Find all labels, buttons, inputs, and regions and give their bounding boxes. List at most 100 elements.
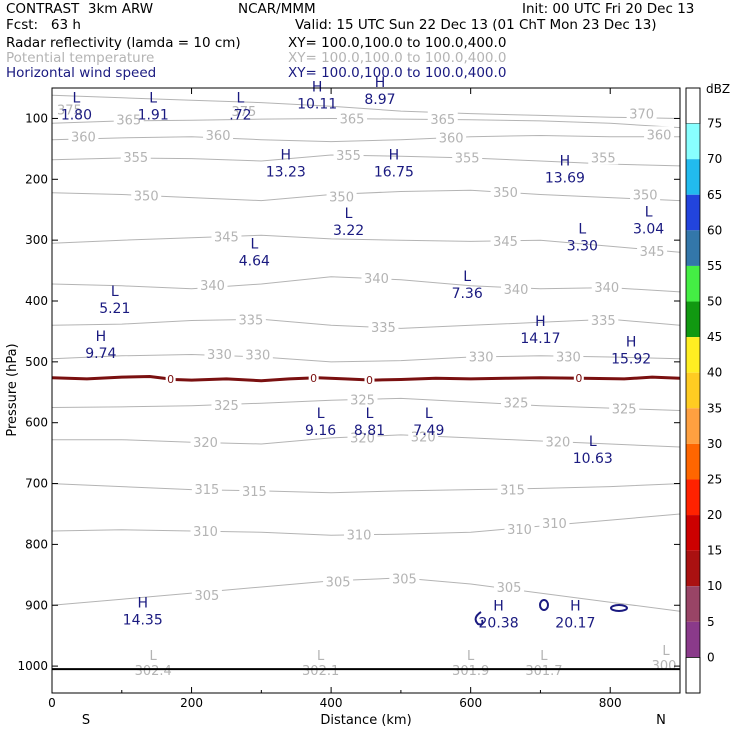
theta-contour-label: 365 (340, 112, 365, 127)
colorbar-swatch (686, 230, 700, 266)
theta-label-bg (626, 105, 657, 121)
theta-label-bg (501, 394, 532, 410)
theta-contour-line (52, 94, 680, 119)
y-tick-label: 800 (25, 537, 48, 551)
theta-extremum-symbol: L (540, 649, 548, 664)
theta-contour-label: 350 (134, 190, 159, 205)
theta-contour-label: 330 (469, 350, 494, 365)
theta-contour-label: 310 (507, 523, 532, 538)
colorbar-level-label: 20 (707, 508, 722, 522)
theta-contour-label: 320 (350, 431, 375, 446)
colorbar-swatch (685, 657, 701, 694)
colorbar-swatch (686, 550, 700, 587)
wind-extremum-value: 15.92 (611, 351, 651, 367)
wind-extremum-value: 3.22 (333, 223, 364, 239)
theta-contour-label: 315 (242, 485, 267, 500)
wind-extremum-value: 9.16 (305, 423, 336, 439)
theta-contour-label: 305 (497, 581, 522, 596)
field1-name: Radar reflectivity (lamda = 10 cm) (6, 35, 241, 51)
theta-contour-label: 370 (629, 108, 654, 123)
reflectivity-contour-label: 0 (167, 373, 174, 386)
theta-contour-label: 340 (504, 283, 529, 298)
y-tick-label: 600 (25, 416, 48, 430)
wind-extremum-value: 14.17 (520, 331, 560, 347)
header-left-line1: CONTRAST 3km ARW (6, 1, 154, 17)
theta-contour-line (52, 234, 680, 253)
theta-label-bg (630, 186, 661, 202)
wind-extremum-symbol: L (250, 236, 258, 252)
wind-extrema: L1.80L1.91L.72H10.11H8.97H13.23H16.75H13… (61, 75, 664, 631)
wind-extremum-value: 16.75 (374, 164, 414, 180)
wind-extremum-symbol: H (96, 329, 107, 345)
y-tick-label: 100 (25, 111, 48, 125)
theta-label-bg (344, 526, 375, 542)
wind-extremum-symbol: H (570, 598, 581, 614)
theta-label-bg (427, 111, 458, 127)
theta-label-bg (235, 311, 266, 327)
theta-extremum-value: 301.9 (452, 664, 489, 679)
wind-extremum-symbol: L (345, 206, 353, 222)
theta-label-bg (490, 184, 521, 200)
reflectivity-contour: 0 0 0 0 (51, 371, 681, 387)
theta-contour-label: 325 (504, 397, 529, 412)
theta-extremum-value: 302.4 (135, 664, 172, 679)
theta-label-bg (539, 515, 570, 531)
colorbar-level-label: 35 (707, 401, 722, 415)
theta-label-bg (190, 434, 221, 450)
colorbar-swatch (686, 443, 700, 480)
header-left-line2: Fcst: 63 h (6, 17, 81, 33)
theta-contour-label: 310 (347, 529, 372, 544)
wind-extremum-symbol: L (111, 284, 119, 300)
colorbar-unit: dBZ (706, 82, 730, 96)
y-axis-label: Pressure (hPa) (5, 343, 20, 436)
wind-extremum-symbol: H (493, 598, 504, 614)
theta-contour-label: 375 (57, 103, 82, 118)
theta-label-bg (361, 269, 392, 285)
theta-contour-line (52, 154, 680, 167)
reflectivity-label-bg (165, 373, 176, 386)
theta-label-bg (644, 126, 675, 142)
reflectivity-label-bg (573, 372, 584, 385)
theta-contour-label: 375 (231, 105, 256, 120)
theta-extremum-value: 301.7 (525, 664, 562, 679)
field1-xy: XY= 100.0,100.0 to 100.0,400.0 (288, 35, 507, 51)
y-tick-label: 1000 (17, 659, 48, 673)
theta-label-bg (113, 111, 144, 127)
theta-label-bg (553, 348, 584, 364)
theta-extremum-value: 302.1 (302, 664, 339, 679)
theta-contour-label: 320 (545, 436, 570, 451)
wind-extremum-value: 9.74 (85, 346, 116, 362)
theta-label-bg (228, 103, 259, 119)
colorbar-swatch (685, 87, 701, 124)
theta-contour-label: 315 (500, 484, 525, 499)
theta-contour-label: 305 (392, 572, 417, 587)
wind-contour-loop (610, 604, 628, 612)
wind-contour-loop (539, 599, 549, 611)
theta-contour-label: 340 (364, 272, 389, 287)
colorbar-swatch (686, 265, 700, 302)
theta-contour-label: 360 (439, 131, 464, 146)
y-tick-label: 900 (25, 598, 48, 612)
theta-extremum-symbol: L (662, 644, 670, 659)
theta-label-bg (68, 128, 99, 144)
theta-label-bg (239, 482, 270, 498)
theta-contour-label: 360 (206, 129, 231, 144)
theta-label-bg (588, 311, 619, 327)
theta-contour-line (52, 318, 680, 329)
theta-label-bg (204, 345, 235, 361)
wind-extremum-symbol: L (578, 222, 586, 238)
wind-extremum-symbol: L (645, 205, 653, 221)
theta-label-bg (466, 348, 497, 364)
theta-label-bg (609, 400, 640, 416)
theta-contour-label: 335 (591, 314, 616, 329)
colorbar-level-label: 45 (707, 330, 722, 344)
theta-contour-label: 355 (336, 149, 361, 164)
colorbar-level-label: 15 (707, 544, 722, 558)
theta-contour-label: 350 (633, 189, 658, 204)
reflectivity-contour-label: 0 (310, 372, 317, 385)
x-endpoint-left: S (82, 713, 90, 728)
theta-contour-label: 305 (194, 589, 219, 604)
wind-extremum-symbol: L (463, 269, 471, 285)
